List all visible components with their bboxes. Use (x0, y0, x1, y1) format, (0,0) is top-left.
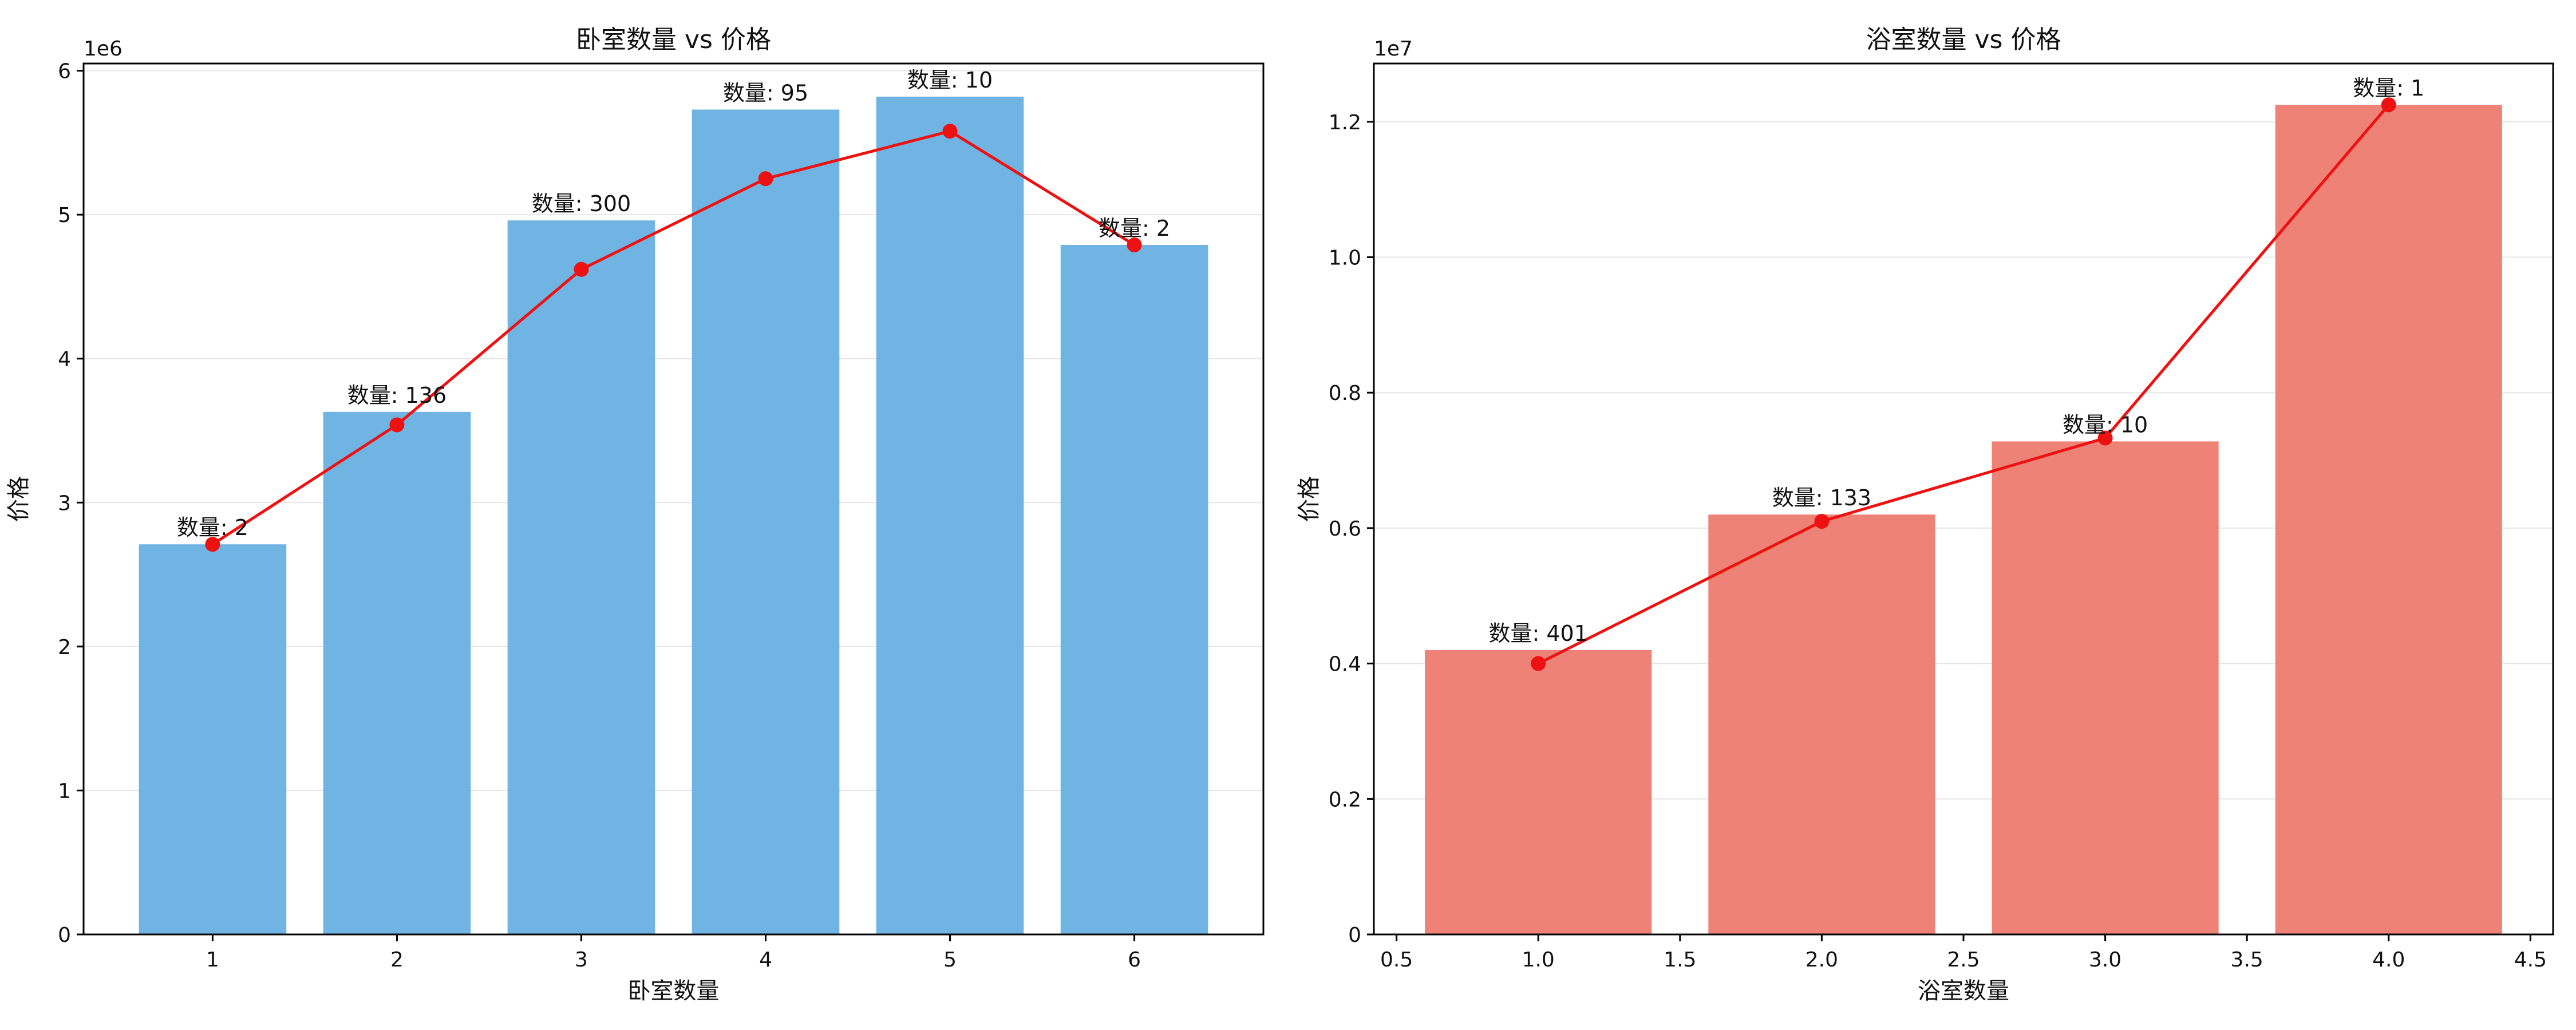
x-axis-label: 浴室数量 (1918, 978, 2009, 1004)
y-tick-label: 0.6 (1329, 517, 1361, 541)
data-label: 数量: 10 (2063, 412, 2148, 437)
line-point (942, 124, 958, 139)
axes-frame (82, 62, 1265, 936)
y-multiplier-label: 1e7 (1374, 37, 1413, 61)
y-tick-label: 0.8 (1329, 382, 1361, 405)
chart-title: 卧室数量 vs 价格 (576, 25, 771, 54)
x-tick-label: 1.5 (1664, 948, 1696, 972)
y-tick-label: 1.0 (1329, 246, 1361, 270)
y-tick-label: 0 (1348, 924, 1361, 947)
line-point (758, 171, 773, 187)
line-point (2381, 97, 2396, 113)
y-tick-label: 0.2 (1329, 788, 1361, 811)
x-tick-label: 4.5 (2514, 948, 2547, 972)
line-series (1538, 104, 2390, 665)
bar (1708, 514, 1935, 934)
data-label: 数量: 136 (347, 383, 447, 408)
x-axis-label: 卧室数量 (628, 978, 720, 1004)
data-label: 数量: 133 (1772, 485, 1871, 510)
x-tick-label: 3.5 (2231, 948, 2263, 972)
line-point (205, 537, 220, 552)
x-tick-label: 2 (390, 948, 404, 972)
x-tick-label: 3 (575, 948, 588, 972)
line-point (389, 417, 405, 433)
y-multiplier-label: 1e6 (84, 37, 123, 61)
y-tick-label: 1.2 (1329, 111, 1361, 134)
bar (692, 109, 840, 935)
x-tick-label: 3.0 (2089, 948, 2121, 972)
line-point (1127, 237, 1142, 252)
chart-title: 浴室数量 vs 价格 (1866, 25, 2061, 54)
y-tick-label: 4 (58, 348, 71, 371)
y-axis-label: 价格 (1296, 476, 1322, 522)
x-tick-label: 1.0 (1522, 948, 1555, 972)
data-label: 数量: 95 (723, 81, 808, 106)
bathroom-price-panel: 数量: 401 数量: 133 数量: 10 数量: 1 0.5 1.0 1.5 2.0 2.5… (1296, 25, 2554, 1004)
bar (1992, 441, 2219, 934)
x-tick-label: 4 (759, 948, 772, 972)
line-point (2097, 430, 2113, 446)
y-tick-label: 0 (58, 924, 71, 947)
bar (876, 96, 1024, 934)
x-tick-label: 2.0 (1805, 948, 1838, 972)
y-tick-label: 3 (58, 492, 71, 515)
y-tick-label: 0.4 (1329, 653, 1361, 676)
data-label: 数量: 10 (907, 68, 993, 93)
x-tick-label: 2.5 (1947, 948, 1980, 972)
line-point (1531, 656, 1546, 671)
y-axis-label: 价格 (6, 476, 32, 522)
data-label: 数量: 2 (177, 515, 248, 540)
bar (507, 220, 655, 935)
line-point (574, 262, 589, 277)
x-tick-label: 1 (206, 948, 219, 972)
data-label: 数量: 300 (532, 191, 631, 216)
data-label: 数量: 2 (1099, 216, 1170, 241)
bar (2275, 105, 2502, 935)
bar (139, 544, 287, 934)
bar (323, 411, 471, 934)
bedroom-price-panel: 数量: 2 数量: 136 数量: 300 数量: 95 数量: 10 数量: 2 1 2 3 4… (6, 25, 1265, 1004)
bar (1425, 649, 1652, 934)
y-tick-label: 2 (58, 636, 71, 659)
x-tick-label: 5 (943, 948, 957, 972)
bar (1060, 244, 1208, 934)
data-label: 数量: 401 (1489, 621, 1588, 646)
line-series (212, 129, 1135, 546)
y-tick-label: 6 (58, 60, 71, 84)
line-point (1814, 514, 1830, 529)
data-label: 数量: 1 (2353, 76, 2424, 101)
y-tick-label: 5 (58, 204, 71, 227)
x-tick-label: 6 (1128, 948, 1141, 972)
y-tick-label: 1 (58, 779, 71, 803)
x-tick-label: 4.0 (2372, 948, 2405, 972)
x-tick-label: 0.5 (1380, 948, 1413, 972)
